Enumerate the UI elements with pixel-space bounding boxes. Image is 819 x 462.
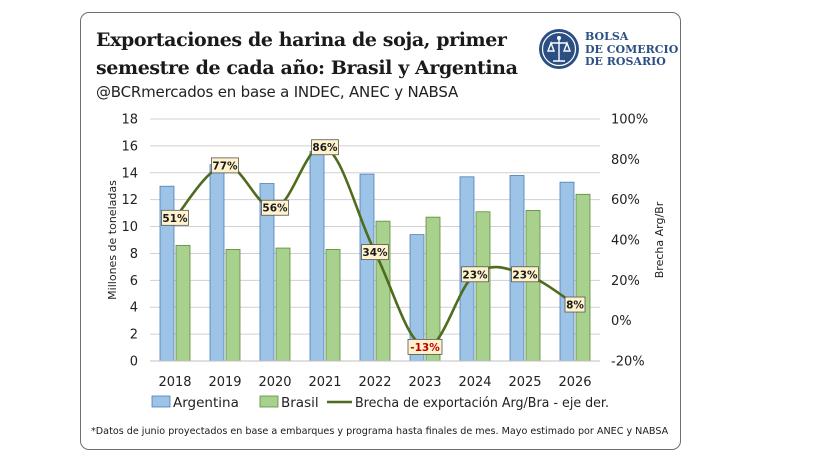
legend-swatch-brasil [259, 395, 279, 408]
bar-argentina [559, 181, 575, 362]
bar-brasil [475, 211, 491, 362]
logo-line-1: BOLSA [585, 30, 629, 43]
brecha-data-label-box [261, 199, 289, 216]
brecha-data-label: 8% [566, 300, 584, 312]
x-tick-label: 2024 [458, 375, 491, 390]
footnote: *Datos de junio proyectados en base a em… [91, 426, 669, 437]
y2-tick-label: 60% [611, 193, 640, 208]
brecha-data-label-box [407, 338, 443, 355]
bar-brasil [325, 249, 341, 362]
y-tick-label: 18 [121, 113, 138, 128]
brecha-data-label: 77% [212, 160, 238, 172]
y-tick-label: 0 [130, 355, 138, 370]
brecha-data-label: 34% [362, 247, 388, 259]
y-tick-label: 4 [130, 301, 138, 316]
y-tick-label: 8 [130, 247, 138, 262]
y-tick-label: 12 [121, 193, 138, 208]
logo-line-3: DE ROSARIO [585, 55, 666, 68]
brecha-data-label: 23% [462, 269, 488, 281]
y2-tick-label: 0% [611, 314, 632, 329]
brecha-data-label-box [564, 296, 586, 313]
bar-brasil [525, 210, 541, 362]
y-tick-label: 6 [130, 274, 138, 289]
x-tick-label: 2020 [258, 375, 291, 390]
bcr-logo: BOLSA DE COMERCIO DE ROSARIO [537, 27, 679, 73]
bar-brasil [275, 247, 291, 362]
legend-label-argentina: Argentina [173, 395, 239, 411]
y-tick-label: 2 [130, 328, 138, 343]
brecha-data-label-box [461, 266, 489, 283]
y-tick-label: 16 [121, 139, 138, 154]
brecha-data-label-box [211, 157, 239, 174]
brecha-data-label: 23% [512, 269, 538, 281]
y2-axis-title: Brecha Arg/Br [653, 201, 666, 278]
x-tick-label: 2026 [558, 375, 591, 390]
x-tick-label: 2019 [208, 375, 241, 390]
bar-brasil [575, 193, 591, 362]
y2-tick-label: 20% [611, 274, 640, 289]
brecha-line [174, 145, 576, 349]
x-tick-label: 2018 [158, 375, 191, 390]
legend-swatch-argentina [151, 395, 171, 408]
y2-tick-label: -20% [611, 355, 645, 370]
x-tick-label: 2023 [408, 375, 441, 390]
bar-argentina [359, 173, 375, 362]
chart-subtitle: @BCRmercados en base a INDEC, ANEC y NAB… [96, 83, 459, 101]
brecha-data-label-box [361, 244, 389, 261]
bar-brasil [225, 249, 241, 362]
brecha-data-label: -13% [410, 342, 440, 354]
brecha-data-label-box [311, 139, 339, 156]
brecha-data-label-box [511, 266, 539, 283]
brecha-data-label-box [161, 209, 189, 226]
x-tick-label: 2021 [308, 375, 341, 390]
y-tick-label: 10 [121, 220, 138, 235]
bar-brasil [175, 244, 191, 362]
chart-title: Exportaciones de harina de soja, primer … [96, 29, 518, 79]
bar-brasil [375, 220, 391, 362]
y2-tick-label: 80% [611, 153, 640, 168]
logo-line-2: DE COMERCIO [585, 42, 679, 56]
bar-argentina [209, 164, 225, 362]
bar-argentina [309, 150, 325, 362]
brecha-data-label: 86% [312, 142, 338, 154]
y-axis-title: Millones de toneladas [106, 180, 119, 300]
brecha-data-label: 51% [162, 213, 188, 225]
brecha-data-label: 56% [262, 203, 288, 215]
legend-label-brasil: Brasil [281, 395, 319, 411]
y2-tick-label: 40% [611, 234, 640, 249]
x-tick-label: 2022 [358, 375, 391, 390]
x-tick-label: 2025 [508, 375, 541, 390]
y2-tick-label: 100% [611, 113, 648, 128]
bcr-seal-icon [539, 29, 579, 69]
bcr-logo-text: BOLSA DE COMERCIO DE ROSARIO [585, 30, 679, 69]
legend-label-brecha: Brecha de exportación Arg/Bra - eje der. [355, 395, 609, 411]
y-tick-label: 14 [121, 166, 138, 181]
